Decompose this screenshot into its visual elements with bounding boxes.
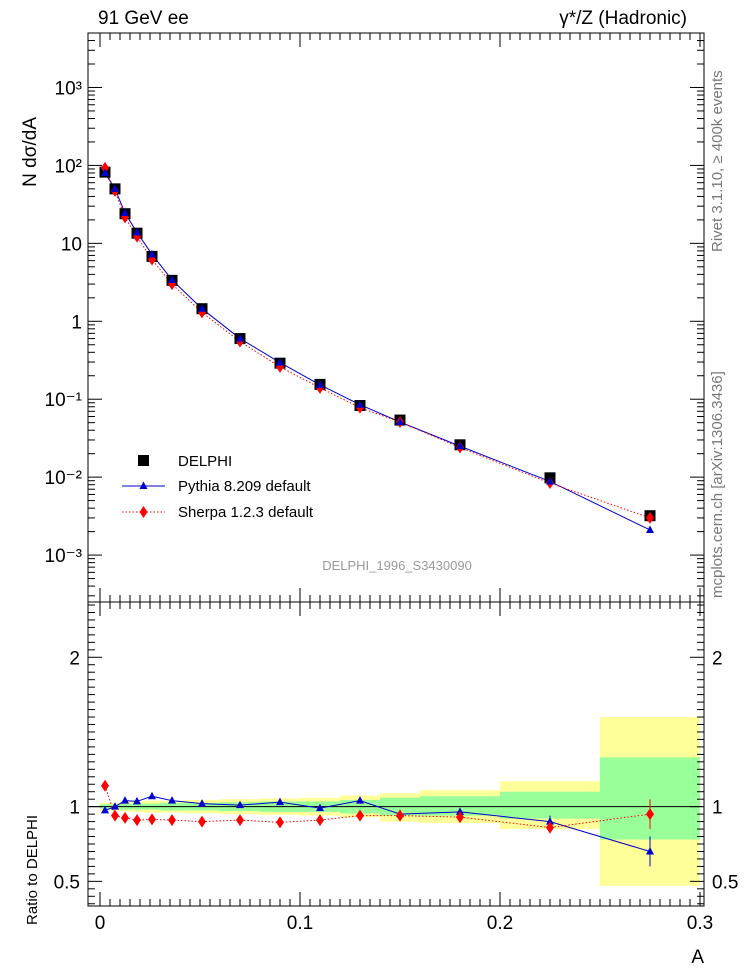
- ratio-pythia-point-2: [121, 796, 129, 804]
- legend-marker-pythia: [139, 481, 148, 489]
- legend-marker-delphi: [138, 455, 149, 466]
- ratio-pythia-point-13: [546, 817, 554, 825]
- pythia-point-14: [646, 525, 654, 533]
- band-inner-13: [500, 791, 600, 819]
- title-right: γ*/Z (Hadronic): [559, 8, 687, 29]
- x-axis-label: A: [691, 947, 704, 968]
- ratio-sherpa-point-2: [121, 811, 129, 824]
- ratio-pythia-point-6: [198, 799, 206, 807]
- ratio-sherpa-point-10: [356, 809, 364, 822]
- bottom-ytick-label-right: 2: [712, 648, 723, 669]
- band-inner-12: [420, 796, 500, 816]
- ratio-pythia-point-4: [148, 791, 156, 800]
- ratio-sherpa-point-11: [396, 809, 404, 822]
- axes: [87, 32, 705, 907]
- ratio-sherpa-point-12: [456, 811, 464, 824]
- ratio-sherpa-point-8: [276, 816, 284, 829]
- legend-label-delphi: DELPHI: [178, 453, 232, 470]
- pythia-point-11: [396, 417, 404, 426]
- ratio-sherpa-point-14: [646, 808, 654, 821]
- legend-marker-sherpa: [139, 506, 148, 518]
- top-line-1: [104, 172, 651, 531]
- ratio-sherpa-point-1: [111, 809, 119, 822]
- tick-labels: 10⁻³ 10⁻² 10⁻¹ 1 10 10² 10³ 0.5 0.5 1 1 2 2 0 0.1 0.2 0.…: [45, 78, 739, 934]
- ratio-sherpa-point-13: [546, 821, 554, 834]
- sherpa-point-0: [101, 161, 109, 174]
- top-ytick-label: 10⁻¹: [45, 390, 83, 411]
- ratio-pythia-point-14: [646, 846, 654, 855]
- ratio-pythia-point-8: [276, 797, 284, 806]
- ratio-sherpa-point-3: [133, 814, 141, 827]
- pythia-point-7: [236, 334, 244, 342]
- title-left: 91 GeV ee: [98, 8, 189, 29]
- legend-label-sherpa: Sherpa 1.2.3 default: [178, 504, 314, 521]
- xtick-label: 0: [95, 913, 106, 934]
- pythia-point-2: [121, 208, 129, 217]
- bottom-ytick-label-right: 0.5: [712, 872, 738, 893]
- ratio-sherpa-point-6: [198, 815, 206, 828]
- pythia-point-5: [168, 275, 176, 283]
- ratio-sherpa-point-5: [168, 814, 176, 827]
- ratio-pythia-point-0: [101, 805, 109, 814]
- pythia-point-10: [356, 400, 364, 408]
- ratio-pythia-point-9: [316, 803, 324, 812]
- ratio-sherpa-point-7: [236, 814, 244, 827]
- pythia-point-12: [456, 441, 464, 450]
- top-ytick-label: 10: [61, 234, 82, 255]
- legend: DELPHI Pythia 8.209 default Sherpa 1.2.3…: [122, 453, 314, 521]
- top-y-axis-label: N dσ/dA: [20, 117, 41, 187]
- ratio-pythia-point-5: [168, 796, 176, 804]
- top-ytick-label: 10⁻²: [45, 468, 83, 489]
- top-ytick-label: 10²: [55, 156, 82, 177]
- mcplots-label: mcplots.cern.ch [arXiv:1306.3436]: [709, 371, 726, 598]
- bottom-ytick-label-left: 1: [69, 798, 80, 819]
- series-markers: [99, 161, 656, 867]
- sherpa-point-14: [646, 511, 654, 524]
- ratio-line-1: [104, 785, 651, 829]
- pythia-point-6: [198, 304, 206, 312]
- ratio-sherpa-point-9: [316, 814, 324, 827]
- top-ytick-label: 10⁻³: [45, 546, 83, 567]
- xtick-label: 0.1: [287, 913, 313, 934]
- top-ytick-label: 10³: [55, 78, 82, 99]
- bottom-ytick-label-left: 2: [69, 648, 80, 669]
- analysis-watermark: DELPHI_1996_S3430090: [322, 558, 472, 573]
- rivet-version-label: Rivet 3.1.10, ≥ 400k events: [709, 70, 726, 252]
- ratio-pythia-point-1: [111, 802, 119, 810]
- pythia-point-0: [101, 168, 109, 176]
- pythia-point-1: [111, 184, 119, 192]
- pythia-point-3: [133, 227, 141, 236]
- bottom-ytick-label-left: 0.5: [54, 872, 80, 893]
- ratio-pythia-point-7: [236, 800, 244, 809]
- legend-label-pythia: Pythia 8.209 default: [178, 478, 311, 495]
- ratio-sherpa-point-4: [148, 813, 156, 826]
- pythia-point-8: [276, 358, 284, 366]
- ratio-pythia-point-10: [356, 796, 364, 804]
- xtick-label: 0.2: [487, 913, 513, 934]
- ratio-pythia-point-3: [133, 796, 141, 805]
- pythia-point-4: [148, 249, 156, 258]
- xtick-label: 0.3: [687, 913, 713, 934]
- ratio-sherpa-point-0: [101, 779, 109, 792]
- bottom-ytick-label-right: 1: [712, 798, 723, 819]
- pythia-point-13: [546, 476, 554, 485]
- top-ytick-label: 1: [71, 312, 82, 333]
- bottom-y-axis-label: Ratio to DELPHI: [24, 815, 41, 925]
- pythia-point-9: [316, 380, 324, 388]
